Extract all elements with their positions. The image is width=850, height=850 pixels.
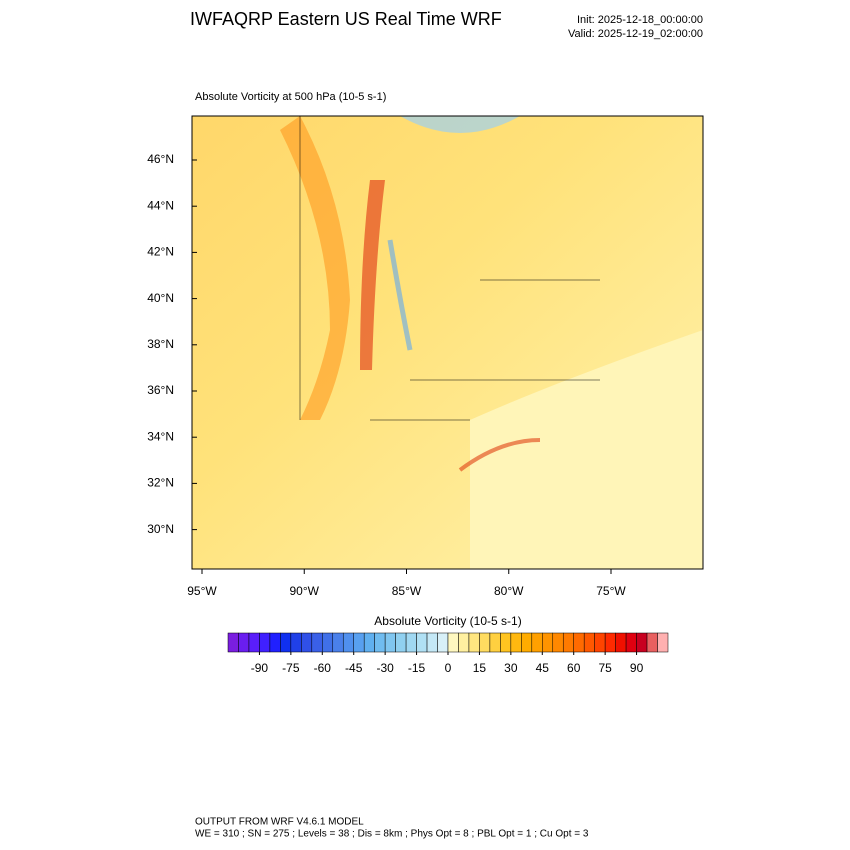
lat-label: 32°N — [147, 476, 174, 490]
colorbar-label: 60 — [567, 661, 581, 675]
colorbar-label: 30 — [504, 661, 518, 675]
colorbar-label: -15 — [408, 661, 426, 675]
colorbar-box — [374, 632, 386, 653]
colorbar-label: -45 — [345, 661, 363, 675]
colorbar-box — [531, 632, 543, 653]
title: IWFAQRP Eastern US Real Time WRF — [190, 9, 502, 29]
footer-line: WE = 310 ; SN = 275 ; Levels = 38 ; Dis … — [195, 829, 589, 840]
colorbar-box — [363, 632, 375, 653]
lat-label: 34°N — [147, 429, 174, 443]
lat-label: 40°N — [147, 291, 174, 305]
colorbar-title: Absolute Vorticity (10-5 s-1) — [374, 614, 521, 628]
colorbar-box — [646, 632, 658, 653]
colorbar-box — [573, 632, 585, 653]
colorbar-box — [301, 632, 313, 653]
colorbar-box — [259, 632, 271, 653]
colorbar-box — [500, 632, 512, 653]
colorbar-box — [342, 632, 354, 653]
colorbar-box — [552, 632, 564, 653]
lat-label: 38°N — [147, 337, 174, 351]
colorbar-box — [416, 632, 428, 653]
colorbar-box — [636, 632, 648, 653]
colorbar-label: -60 — [314, 661, 332, 675]
colorbar-box — [290, 632, 302, 653]
colorbar-box — [437, 632, 449, 653]
init-time: Init: 2025-12-18_00:00:00 — [577, 14, 703, 26]
lat-label: 46°N — [147, 152, 174, 166]
colorbar-box — [238, 632, 250, 653]
colorbar-box — [657, 632, 669, 653]
map-field — [192, 116, 703, 569]
lon-label: 80°W — [494, 584, 524, 598]
colorbar-box — [615, 632, 627, 653]
colorbar-box — [332, 632, 344, 653]
colorbar-label: -75 — [282, 661, 300, 675]
colorbar-box — [311, 632, 323, 653]
colorbar-box — [604, 632, 616, 653]
colorbar-box — [269, 632, 281, 653]
valid-time: Valid: 2025-12-19_02:00:00 — [568, 28, 703, 40]
colorbar-box — [479, 632, 491, 653]
colorbar-box — [458, 632, 470, 653]
lat-label: 30°N — [147, 522, 174, 536]
colorbar-box — [395, 632, 407, 653]
colorbar-box — [625, 632, 637, 653]
colorbar-box — [510, 632, 522, 653]
colorbar-box — [384, 632, 396, 653]
colorbar-box — [322, 632, 334, 653]
colorbar-label: -90 — [251, 661, 269, 675]
colorbar-box — [447, 632, 459, 653]
colorbar-box — [426, 632, 438, 653]
lat-label: 44°N — [147, 198, 174, 212]
colorbar-box — [468, 632, 480, 653]
colorbar-label: -30 — [376, 661, 394, 675]
colorbar-label: 0 — [445, 661, 452, 675]
map-frame — [191, 115, 704, 570]
colorbar-box — [489, 632, 501, 653]
colorbar-box — [353, 632, 365, 653]
colorbar-box — [583, 632, 595, 653]
colorbar-box — [227, 632, 239, 653]
lat-label: 36°N — [147, 383, 174, 397]
lon-label: 90°W — [290, 584, 320, 598]
lon-label: 85°W — [392, 584, 422, 598]
colorbar-label: 15 — [473, 661, 487, 675]
colorbar-box — [248, 632, 260, 653]
lon-label: 75°W — [596, 584, 626, 598]
colorbar-label: 45 — [536, 661, 550, 675]
colorbar-box — [280, 632, 292, 653]
colorbar-box — [405, 632, 417, 653]
colorbar-box — [542, 632, 554, 653]
lon-label: 95°W — [187, 584, 217, 598]
map-title: Absolute Vorticity at 500 hPa (10-5 s-1) — [195, 91, 386, 103]
colorbar-label: 90 — [630, 661, 644, 675]
colorbar-box — [594, 632, 606, 653]
colorbar-label: 75 — [598, 661, 612, 675]
lat-label: 42°N — [147, 245, 174, 259]
footer-line: OUTPUT FROM WRF V4.6.1 MODEL — [195, 817, 364, 828]
colorbar-box — [521, 632, 533, 653]
colorbar-box — [562, 632, 574, 653]
